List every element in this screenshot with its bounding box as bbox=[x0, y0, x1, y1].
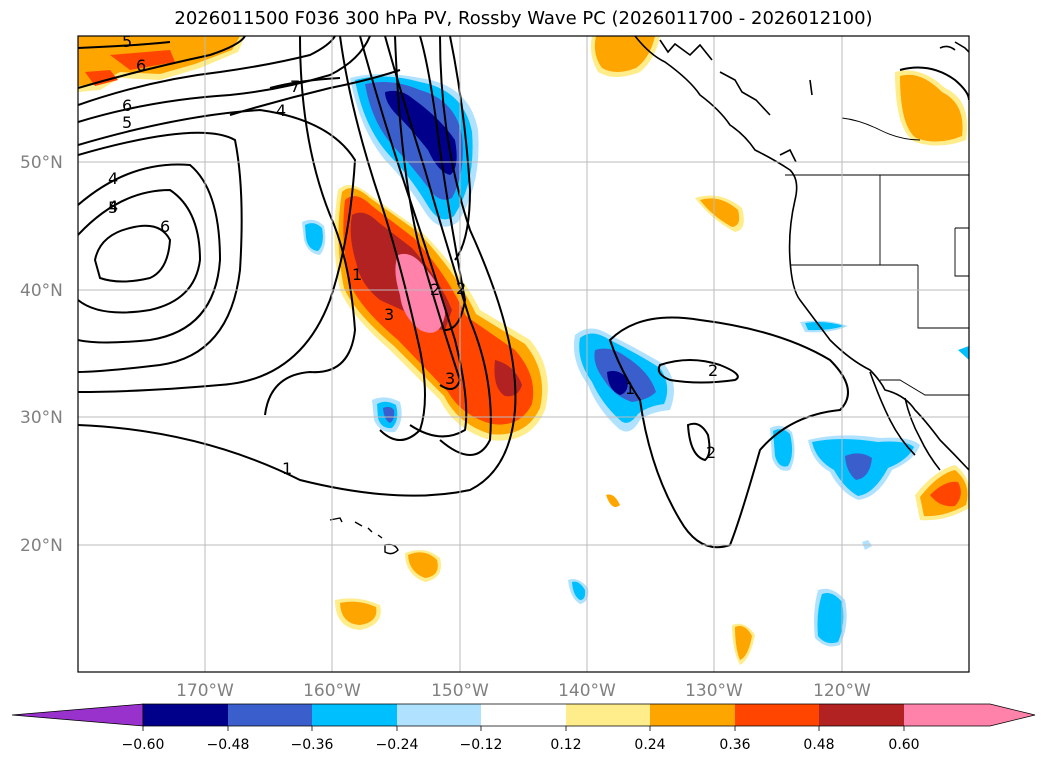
colorbar-tick-label: −0.48 bbox=[207, 737, 250, 753]
contour-label: 1 bbox=[625, 379, 635, 398]
colorbar-tick-label: −0.24 bbox=[376, 737, 419, 753]
contour-label: 3 bbox=[384, 305, 394, 324]
lon-label: 140°W bbox=[558, 681, 616, 701]
anomaly-negative-baja bbox=[568, 320, 969, 647]
colorbar-extend-max bbox=[904, 704, 1035, 726]
colorbar-tick-label: 0.12 bbox=[550, 737, 581, 753]
anomaly-negative-small-south bbox=[372, 397, 402, 433]
lat-label: 30°N bbox=[20, 408, 63, 428]
map-border bbox=[77, 35, 970, 673]
gridlines bbox=[78, 36, 969, 672]
contour-label: 6 bbox=[160, 217, 170, 236]
colorbar: −0.60 −0.48 −0.36 −0.24 −0.12 0.12 0.24 … bbox=[11, 703, 1036, 753]
anomaly-positive-scattered bbox=[335, 36, 969, 665]
coastlines bbox=[634, 36, 969, 471]
contour-label: 6 bbox=[122, 96, 132, 115]
contour-label: 7 bbox=[290, 77, 300, 96]
colorbar-swatch bbox=[566, 704, 650, 726]
map-title: 2026011500 F036 300 hPa PV, Rossby Wave … bbox=[174, 8, 873, 29]
colorbar-swatch bbox=[735, 704, 819, 726]
latitude-labels: 50°N 40°N 30°N 20°N bbox=[20, 153, 63, 556]
contour-label: 4 bbox=[108, 169, 118, 188]
contour-labels: 5 6 6 5 4 4 7 4 5 6 1 1 3 2 2 3 2 1 2 bbox=[108, 32, 718, 478]
contour-label: 5 bbox=[122, 32, 132, 51]
lon-label: 160°W bbox=[303, 681, 361, 701]
contour-label: 1 bbox=[352, 265, 362, 284]
contour-label: 5 bbox=[108, 198, 118, 217]
colorbar-swatch bbox=[819, 704, 904, 726]
contour-label: 6 bbox=[136, 56, 146, 75]
colorbar-tick-label: 0.24 bbox=[634, 737, 665, 753]
contour-label: 2 bbox=[708, 361, 718, 380]
colorbar-swatch bbox=[481, 704, 566, 726]
colorbar-swatch bbox=[312, 704, 397, 726]
lat-label: 50°N bbox=[20, 153, 63, 173]
colorbar-tick-label: 0.60 bbox=[888, 737, 919, 753]
colorbar-tick-label: −0.60 bbox=[122, 737, 165, 753]
colorbar-tick-label: −0.12 bbox=[460, 737, 503, 753]
colorbar-swatch bbox=[650, 704, 735, 726]
anomaly-positive-northwest bbox=[78, 36, 245, 92]
colorbar-swatch bbox=[143, 704, 228, 726]
lat-label: 40°N bbox=[20, 281, 63, 301]
lon-label: 150°W bbox=[431, 681, 489, 701]
contour-label: 3 bbox=[445, 369, 455, 388]
longitude-labels: 170°W 160°W 150°W 140°W 130°W 120°W bbox=[176, 681, 871, 701]
lat-label: 20°N bbox=[20, 536, 63, 556]
colorbar-swatch bbox=[228, 704, 312, 726]
colorbar-extend-min bbox=[11, 703, 144, 727]
contour-label: 2 bbox=[456, 279, 466, 298]
contour-label: 4 bbox=[276, 101, 286, 120]
lon-label: 120°W bbox=[813, 681, 871, 701]
contour-label: 1 bbox=[282, 459, 292, 478]
colorbar-tick-label: 0.48 bbox=[803, 737, 834, 753]
contour-label: 5 bbox=[122, 113, 132, 132]
colorbar-tick-label: −0.36 bbox=[291, 737, 334, 753]
lon-label: 170°W bbox=[176, 681, 234, 701]
colorbar-tick-label: 0.36 bbox=[719, 737, 750, 753]
contour-label: 2 bbox=[430, 280, 440, 299]
contour-label: 4 bbox=[108, 197, 118, 216]
lon-label: 130°W bbox=[685, 681, 743, 701]
contour-label: 2 bbox=[706, 443, 716, 462]
anomaly-negative-small-west bbox=[302, 219, 326, 255]
colorbar-swatch bbox=[397, 704, 481, 726]
